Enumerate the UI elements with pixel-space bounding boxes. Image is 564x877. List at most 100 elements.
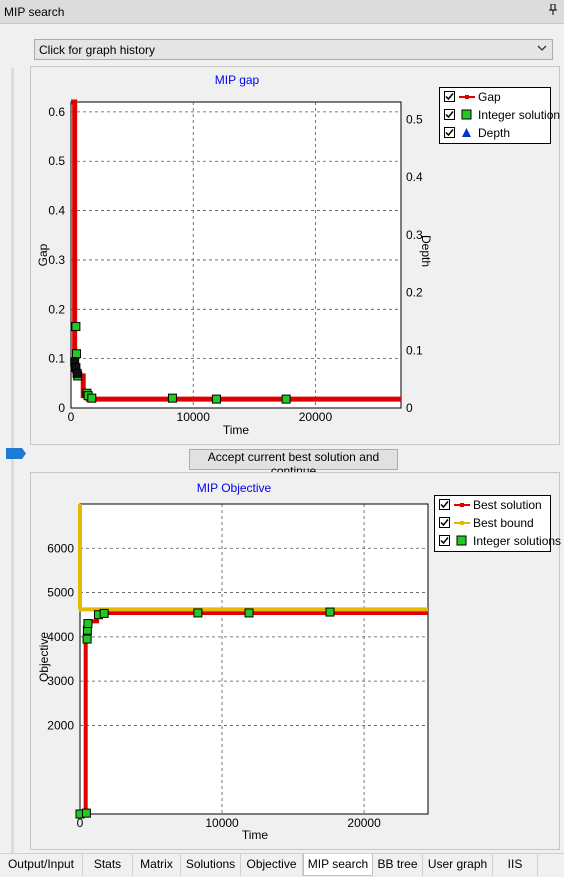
- legend-label: Best bound: [473, 516, 534, 530]
- window-title: MIP search: [4, 5, 65, 19]
- y2-tick-label: 0.1: [406, 343, 423, 357]
- legend-checkbox[interactable]: [444, 127, 455, 138]
- y-tick-label: 2000: [47, 718, 74, 732]
- x-tick-label: 20000: [299, 410, 333, 424]
- y2-axis-label: Depth: [419, 235, 433, 267]
- legend-checkbox[interactable]: [439, 517, 450, 528]
- gap-legend: Gap Integer solution Depth: [439, 87, 560, 144]
- y-axis-label: Gap: [36, 243, 50, 266]
- x-tick-label: 0: [68, 410, 75, 424]
- x-tick-label: 10000: [205, 816, 239, 830]
- legend-checkbox[interactable]: [439, 535, 450, 546]
- y-tick-label: 0.5: [48, 154, 65, 168]
- chevron-down-icon: [537, 45, 547, 51]
- y-tick-label: 0.1: [48, 352, 65, 366]
- x-tick-labels: 0 10000 20000: [68, 410, 333, 424]
- line-marker-icon: [459, 95, 475, 99]
- y-tick-label: 6000: [47, 541, 74, 555]
- y-tick-label: 0: [58, 401, 65, 415]
- data-point: [72, 349, 81, 359]
- x-tick-label: 0: [77, 816, 84, 830]
- mip-objective-chart-panel: MIP Objective 2000 3000 4000 5000 6000 0 1000…: [30, 472, 561, 850]
- legend-label: Best solution: [473, 498, 542, 512]
- splitter-handle-icon[interactable]: [6, 448, 26, 459]
- data-point: [325, 607, 335, 617]
- series-points: [70, 322, 291, 404]
- tab-matrix[interactable]: Matrix: [133, 854, 181, 876]
- y-tick-labels: 0 0.1 0.2 0.3 0.4 0.5 0.6: [48, 105, 65, 415]
- data-point: [281, 394, 291, 404]
- window-title-bar: MIP search: [0, 0, 564, 24]
- x-axis-label: Time: [223, 423, 250, 437]
- legend-label: Depth: [478, 126, 511, 140]
- triangle-marker-icon: [462, 128, 471, 137]
- data-point: [244, 608, 254, 618]
- y2-tick-label: 0: [406, 401, 413, 415]
- graph-history-dropdown[interactable]: Click for graph history: [34, 39, 553, 60]
- pin-icon[interactable]: [548, 3, 558, 19]
- y-tick-label: 0.2: [48, 302, 65, 316]
- grid-lines: [80, 504, 428, 814]
- mip-gap-chart-panel: MIP gap 0 0.1 0.2 0.3 0.4 0.5 0.6 0 0.1 0.2 0.3 0.…: [30, 66, 560, 445]
- line-marker-icon: [454, 521, 470, 525]
- legend-label: Integer solutions: [473, 534, 562, 548]
- graph-history-label: Click for graph history: [39, 43, 156, 57]
- chart-title: MIP Objective: [197, 481, 272, 495]
- mip-gap-chart: MIP gap 0 0.1 0.2 0.3 0.4 0.5 0.6 0 0.1 0.2 0.3 0.…: [36, 73, 433, 437]
- tab-mip-search[interactable]: MIP search: [303, 854, 373, 876]
- tab-user-graph[interactable]: User graph: [423, 854, 493, 876]
- y2-tick-label: 0.2: [406, 286, 423, 300]
- mip-objective-chart: MIP Objective 2000 3000 4000 5000 6000 0 1000…: [37, 481, 429, 842]
- y-tick-label: 4000: [47, 630, 74, 644]
- line-marker-icon: [454, 503, 470, 507]
- y2-tick-label: 0.5: [406, 112, 423, 126]
- accept-solution-button[interactable]: Accept current best solution and continu…: [189, 449, 398, 478]
- tab-objective[interactable]: Objective: [241, 854, 303, 876]
- data-point: [82, 634, 92, 644]
- y2-tick-labels: 0 0.1 0.2 0.3 0.4 0.5: [406, 112, 423, 415]
- plot-area: [79, 503, 429, 815]
- x-tick-label: 20000: [347, 816, 381, 830]
- data-point: [81, 808, 91, 818]
- data-point: [193, 608, 203, 618]
- y2-tick-label: 0.3: [406, 228, 423, 242]
- legend-label: Gap: [478, 90, 501, 104]
- y-tick-labels: 2000 3000 4000 5000 6000: [47, 541, 74, 732]
- legend-checkbox[interactable]: [444, 91, 455, 102]
- y2-tick-label: 0.4: [406, 170, 423, 184]
- tab-output-input[interactable]: Output/Input: [0, 854, 83, 876]
- y-tick-label: 3000: [47, 674, 74, 688]
- data-point: [87, 393, 97, 403]
- series-points: [75, 607, 335, 819]
- x-tick-label: 10000: [177, 410, 211, 424]
- grid-lines: [71, 102, 401, 408]
- tab-bb-tree[interactable]: BB tree: [373, 854, 423, 876]
- y-axis-label: Objective: [37, 632, 51, 682]
- x-axis-label: Time: [242, 828, 269, 842]
- tab-stats[interactable]: Stats: [83, 854, 133, 876]
- y-tick-label: 0.4: [48, 204, 65, 218]
- legend-label: Integer solution: [478, 108, 561, 122]
- series-line: [78, 504, 428, 612]
- square-marker-icon: [461, 109, 472, 120]
- plot-area: [70, 101, 402, 409]
- y-tick-label: 5000: [47, 586, 74, 600]
- tab-iis[interactable]: IIS: [493, 854, 538, 876]
- data-point: [72, 368, 82, 378]
- chart-title: MIP gap: [215, 73, 260, 87]
- data-point: [71, 322, 81, 332]
- square-marker-icon: [456, 535, 467, 546]
- y-tick-label: 0.3: [48, 253, 65, 267]
- data-point: [83, 619, 93, 629]
- legend-checkbox[interactable]: [444, 109, 455, 120]
- data-point: [211, 394, 221, 404]
- data-point: [99, 608, 109, 618]
- data-point: [167, 393, 177, 403]
- objective-legend: Best solution Best bound Integer solutio…: [434, 495, 561, 552]
- tab-solutions[interactable]: Solutions: [181, 854, 241, 876]
- vertical-splitter-track: [11, 68, 14, 858]
- legend-checkbox[interactable]: [439, 499, 450, 510]
- y-tick-label: 0.6: [48, 105, 65, 119]
- x-tick-labels: 0 10000 20000: [77, 816, 381, 830]
- bottom-tab-bar: Output/Input Stats Matrix Solutions Obje…: [0, 853, 564, 877]
